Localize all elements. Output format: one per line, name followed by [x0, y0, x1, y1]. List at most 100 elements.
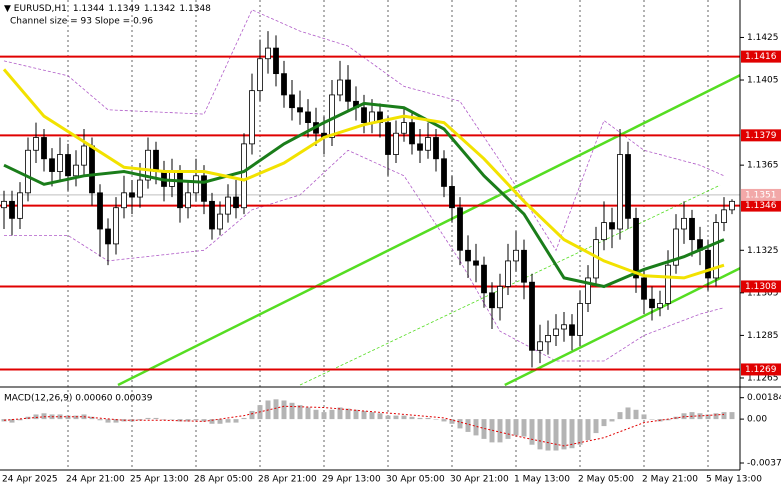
macd-y-tick-label: -0.00377 — [747, 458, 781, 468]
macd-bar — [433, 419, 439, 420]
macd-bar — [385, 415, 391, 420]
candle-body — [641, 277, 647, 300]
macd-bar — [529, 419, 535, 445]
level-label: 1.1416 — [745, 52, 777, 62]
macd-bar — [625, 407, 631, 420]
candle-body — [505, 260, 511, 287]
candle-body — [153, 149, 159, 172]
candle-body — [297, 107, 303, 113]
candle-body — [585, 277, 591, 304]
candle-body — [449, 186, 455, 209]
moving-average — [3, 101, 725, 289]
macd-bar — [377, 413, 383, 420]
macd-bar — [481, 419, 487, 439]
candle-body — [65, 154, 71, 177]
candle-body — [201, 175, 207, 202]
macd-bar — [553, 419, 559, 451]
macd-bar — [649, 419, 655, 420]
candle-body — [417, 143, 423, 151]
macd-bar — [65, 415, 71, 420]
candle-body — [185, 192, 191, 209]
macd-bar — [273, 399, 279, 420]
x-tick-label: 25 Apr 13:00 — [130, 475, 189, 485]
candle-body — [145, 149, 151, 181]
x-tick-label: 30 Apr 05:00 — [386, 475, 445, 485]
header: ▼ EURUSD,H1 1.1344 1.1349 1.1342 1.1348 — [4, 4, 211, 14]
candle-body — [137, 179, 143, 198]
macd-y-tick-label: 0.00 — [747, 415, 767, 425]
candle-body — [489, 292, 495, 309]
candle-body — [33, 137, 39, 151]
candle-body — [73, 164, 79, 177]
moving-average — [2, 68, 725, 280]
candle-body — [193, 175, 199, 194]
candle-body — [561, 324, 567, 330]
macd-signal — [3, 405, 725, 447]
macd-bar — [401, 415, 407, 420]
candle-body — [57, 154, 63, 172]
macd-bar — [361, 410, 367, 420]
macd-bar — [193, 419, 199, 421]
candle-body — [473, 260, 479, 266]
y-tick-label: 1.1425 — [747, 33, 779, 43]
macd-bar — [497, 419, 503, 443]
candle-body — [337, 79, 343, 96]
symbol: EURUSD,H1 — [14, 4, 67, 14]
candle-body — [545, 335, 551, 343]
level-label-bg — [741, 129, 781, 142]
candle-body — [105, 228, 111, 245]
candle-body — [385, 122, 391, 155]
macd-bar — [153, 417, 159, 420]
macd-bar — [329, 409, 335, 420]
macd-bar — [505, 419, 511, 439]
macd-bar — [305, 407, 311, 420]
candle-body — [497, 286, 503, 309]
macd-bar — [577, 419, 583, 445]
channel-line — [504, 267, 741, 387]
macd-bar — [137, 419, 143, 421]
candle-body — [329, 94, 335, 138]
candle-body — [177, 171, 183, 209]
macd-bar — [729, 412, 735, 420]
candle-body — [25, 149, 31, 194]
y-tick-label: 1.1365 — [747, 161, 779, 171]
candle-body — [265, 47, 271, 60]
candle-body — [217, 213, 223, 230]
candle-body — [689, 217, 695, 241]
macd-bar — [545, 419, 551, 451]
menu-icon: ▼ — [4, 4, 14, 14]
macd-bar — [441, 419, 447, 422]
x-tick-label: 28 Apr 21:00 — [258, 475, 317, 485]
candle-body — [1, 200, 7, 209]
macd-bar — [633, 409, 639, 420]
macd-y-tick-label: 0.00184 — [747, 393, 781, 403]
candle-body — [289, 94, 295, 109]
last-price-label: 1.1351 — [745, 190, 777, 200]
macd-bar — [593, 419, 599, 434]
macd-bar — [409, 416, 415, 420]
header-open: 1.1344 — [73, 4, 105, 14]
macd-bar — [537, 419, 543, 450]
candle-body — [257, 58, 263, 92]
macd-bar — [489, 419, 495, 443]
candle-body — [249, 90, 255, 145]
level-label-bg — [741, 363, 781, 376]
macd-bar — [321, 412, 327, 420]
candle-body — [665, 264, 671, 304]
macd-bar — [9, 419, 15, 423]
candle-body — [113, 207, 119, 245]
macd-bar — [561, 419, 567, 450]
macd-bar — [609, 419, 615, 422]
candle-body — [537, 341, 543, 351]
macd-bar — [337, 407, 343, 420]
level-label-bg — [741, 50, 781, 63]
candle-body — [393, 132, 399, 155]
bollinger-upper — [3, 9, 725, 252]
candle-body — [273, 47, 279, 75]
candle-body — [625, 154, 631, 219]
level-label: 1.1308 — [745, 282, 777, 292]
macd-bar — [721, 412, 727, 420]
macd-bar — [345, 408, 351, 420]
